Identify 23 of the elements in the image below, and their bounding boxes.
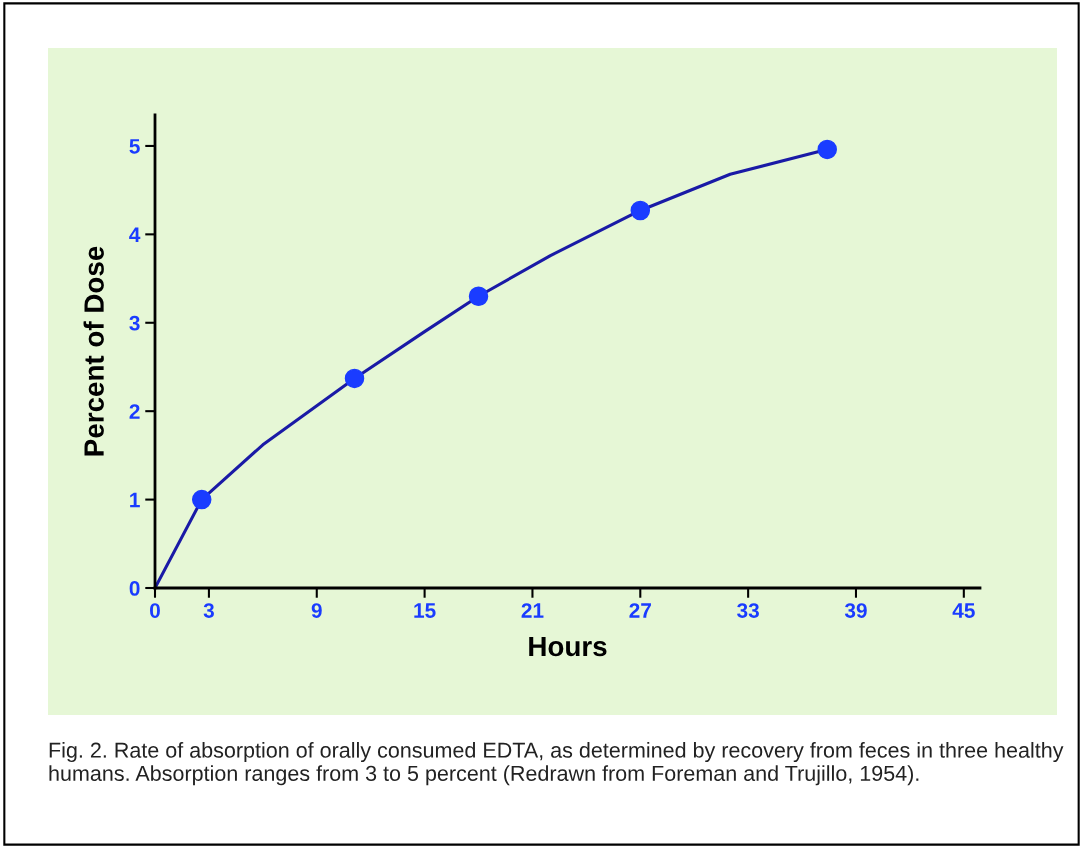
point — [191, 489, 212, 510]
x-tick-label: 45 — [952, 603, 975, 618]
x-tick-label: 21 — [521, 603, 544, 618]
x-tick-label: 33 — [737, 603, 759, 618]
point — [630, 200, 651, 221]
y-tick-label: 4 — [129, 227, 141, 242]
x-tick-label: 15 — [414, 603, 436, 618]
x-tick-label: 0 — [150, 603, 160, 618]
x-tick-label: 3 — [203, 603, 214, 618]
x-tick-label: 27 — [629, 603, 651, 618]
x-tick-label: 9 — [311, 603, 322, 618]
y-tick-label: 2 — [129, 404, 140, 419]
y-tick-label: 1 — [130, 492, 140, 508]
x-tick-label: 39 — [844, 603, 867, 618]
x-axis-title: Hours — [529, 636, 607, 657]
y-tick-label: 5 — [129, 139, 140, 154]
point — [468, 286, 489, 306]
point — [817, 139, 837, 160]
point — [344, 368, 365, 389]
y-tick-label: 3 — [129, 315, 140, 331]
caption: Fig. 2. Rate of absorption of orally consumed EDTA, as determined by recovery from feces in three healthy humans. Absorption ranges from 3 to 5 percent (Redrawn from Foreman and Trujillo, 1954). — [49, 742, 1064, 786]
y-tick-label: 0 — [129, 581, 140, 596]
y-axis-title: Percent of Dose — [83, 246, 104, 456]
